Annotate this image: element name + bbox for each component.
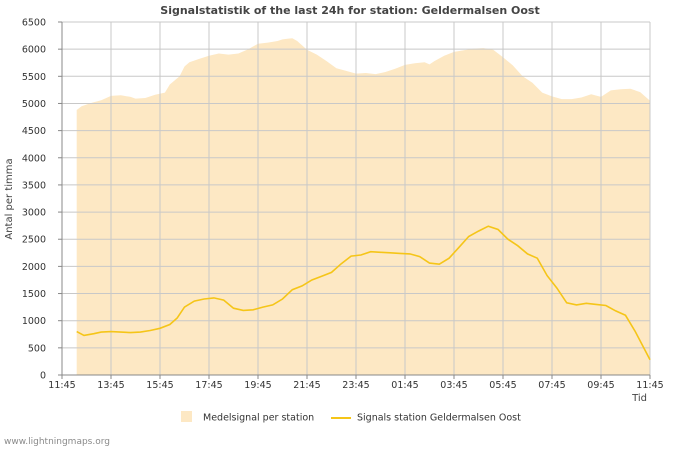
x-tick-label: 05:45 [489,380,516,391]
y-tick-label: 1500 [22,289,46,300]
y-tick-label: 3000 [22,208,46,219]
x-tick-label: 15:45 [146,380,173,391]
y-tick-label: 5000 [22,99,46,110]
x-tick-label: 01:45 [391,380,418,391]
x-tick-label: 03:45 [440,380,467,391]
y-tick-label: 5500 [22,72,46,83]
series-area-medelsignal [76,38,650,376]
y-tick-label: 0 [40,371,46,382]
legend-swatch-area [181,411,192,422]
chart-title: Signalstatistik of the last 24h for stat… [160,4,539,17]
y-tick-label: 500 [28,343,46,354]
x-tick-label: 13:45 [97,380,124,391]
watermark[interactable]: www.lightningmaps.org [4,437,110,447]
x-tick-label: 19:45 [244,380,271,391]
x-tick-label: 11:45 [48,380,75,391]
x-tick-label: 07:45 [538,380,565,391]
x-tick-label: 21:45 [293,380,320,391]
x-tick-label: 11:45 [636,380,663,391]
y-tick-label: 2500 [22,235,46,246]
y-tick-label: 3500 [22,180,46,191]
legend-label-line: Signals station Geldermalsen Oost [357,413,521,424]
y-tick-label: 1000 [22,316,46,327]
y-tick-label: 6000 [22,45,46,56]
x-tick-label: 17:45 [195,380,222,391]
x-axis-label: Tid [631,393,647,404]
legend-label-area: Medelsignal per station [203,413,314,424]
y-tick-label: 4000 [22,153,46,164]
y-axis-label: Antal per timma [4,158,15,239]
y-tick-label: 6500 [22,18,46,29]
series-line-geldermalsen [76,225,651,361]
x-tick-label: 09:45 [587,380,614,391]
y-tick-label: 2000 [22,262,46,273]
y-tick-label: 4500 [22,126,46,137]
x-tick-label: 23:45 [342,380,369,391]
